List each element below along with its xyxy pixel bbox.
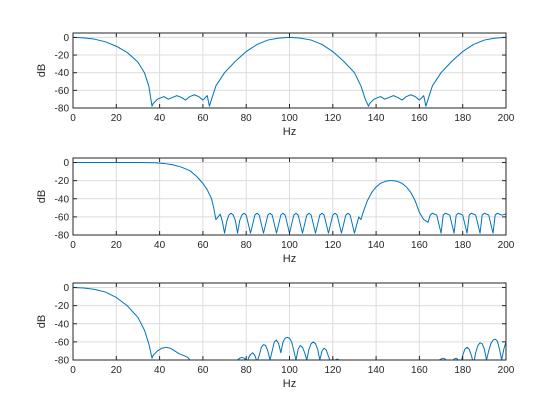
y-tick-label: -80 — [55, 104, 70, 115]
x-tick-label: 120 — [324, 113, 341, 124]
series-line-1 — [73, 162, 506, 234]
x-axis-label: Hz — [283, 378, 296, 390]
y-axis-label: dB — [36, 190, 48, 203]
y-tick-label: -40 — [55, 319, 70, 330]
y-axis-label: dB — [36, 315, 48, 328]
y-tick-label: 0 — [63, 158, 69, 169]
x-tick-label: 160 — [411, 365, 428, 376]
y-tick-label: 0 — [63, 283, 69, 294]
x-tick-label: 140 — [368, 365, 385, 376]
x-tick-label: 100 — [281, 113, 298, 124]
subplot-1: 0 20 40 60 80 100 120 140 160 180 200 -80 -60 -40 -20 0… — [36, 32, 515, 138]
x-tick-label: 40 — [154, 113, 166, 124]
x-tick-label: 180 — [454, 365, 471, 376]
x-tick-label: 200 — [498, 240, 515, 251]
x-tick-label: 120 — [324, 240, 341, 251]
y-tick-label: -60 — [55, 86, 70, 97]
x-tick-label: 160 — [411, 113, 428, 124]
x-tick-label: 20 — [111, 113, 123, 124]
y-tick-label: -20 — [55, 51, 70, 62]
x-tick-label: 100 — [281, 240, 298, 251]
x-tick-label: 180 — [454, 240, 471, 251]
y-tick-label: -60 — [55, 212, 70, 223]
series-line-1 — [73, 36, 506, 107]
x-tick-label: 0 — [70, 240, 76, 251]
x-tick-label: 120 — [324, 365, 341, 376]
x-tick-label: 160 — [411, 240, 428, 251]
x-axis-label: Hz — [283, 253, 296, 265]
x-tick-label: 20 — [111, 365, 123, 376]
x-tick-label: 60 — [197, 113, 209, 124]
x-tick-label: 60 — [197, 240, 209, 251]
x-tick-label: 200 — [498, 113, 515, 124]
y-tick-label: -80 — [55, 356, 70, 367]
x-tick-label: 0 — [70, 113, 76, 124]
y-tick-label: 0 — [63, 33, 69, 44]
subplot-2: 0 20 40 60 80 100 120 140 160 180 200 -80 -60 -40 -20 0… — [36, 157, 515, 265]
y-axis-label: dB — [36, 64, 48, 77]
x-tick-label: 100 — [281, 365, 298, 376]
x-tick-label: 140 — [368, 240, 385, 251]
y-tick-label: -80 — [55, 231, 70, 242]
y-tick-label: -60 — [55, 337, 70, 348]
x-axis-label: Hz — [283, 126, 296, 138]
x-tick-label: 180 — [454, 113, 471, 124]
y-tick-label: -20 — [55, 176, 70, 187]
x-tick-label: 80 — [241, 240, 253, 251]
x-tick-label: 200 — [498, 365, 515, 376]
y-tick-label: -40 — [55, 194, 70, 205]
subplot-3: 0 20 40 60 80 100 120 140 160 180 200 -80 -60 -40 -20 0… — [36, 282, 515, 390]
x-tick-label: 0 — [70, 365, 76, 376]
x-tick-label: 40 — [154, 240, 166, 251]
x-tick-label: 20 — [111, 240, 123, 251]
x-tick-label: 80 — [241, 365, 253, 376]
x-tick-label: 80 — [241, 113, 253, 124]
x-tick-label: 40 — [154, 365, 166, 376]
y-tick-label: -40 — [55, 68, 70, 79]
y-tick-label: -20 — [55, 301, 70, 312]
x-tick-label: 140 — [368, 113, 385, 124]
x-tick-label: 60 — [197, 365, 209, 376]
